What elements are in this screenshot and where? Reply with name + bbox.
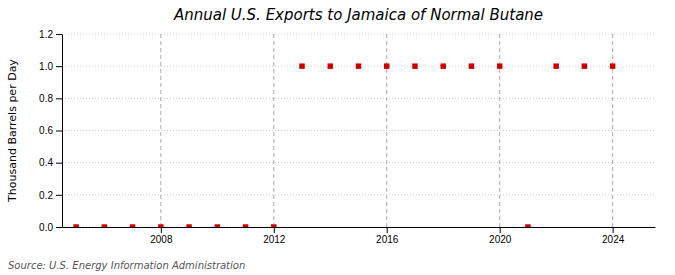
chart-container: 2008 2012 2016 2020 2024 0.0 0.2 0.4 0.6 0.8 1.0 1.… — [0, 0, 675, 275]
point — [186, 224, 191, 227]
x-grid-line — [612, 34, 613, 227]
y-grid-line — [62, 98, 655, 99]
y-axis-line — [62, 35, 63, 228]
source-note: Source: U.S. Energy Information Administ… — [8, 260, 245, 271]
y-axis-label: Thousand Barrels per Day — [6, 59, 19, 203]
x-grid-line — [160, 34, 161, 227]
x-axis-line — [63, 227, 656, 228]
point — [610, 63, 615, 68]
point — [553, 63, 558, 68]
y-tick-mark — [56, 163, 62, 164]
y-tick: 0.0 — [39, 222, 62, 233]
y-grid-line — [62, 34, 655, 35]
y-tick-label: 0.0 — [39, 222, 53, 233]
y-tick: 0.6 — [39, 125, 62, 136]
x-tick-label: 2024 — [602, 234, 625, 245]
point — [582, 63, 587, 68]
x-tick-mark — [387, 227, 388, 233]
x-tick: 2008 — [150, 227, 173, 245]
x-tick-mark — [161, 227, 162, 233]
point — [130, 224, 135, 227]
point — [328, 63, 333, 68]
point — [412, 63, 417, 68]
point — [497, 63, 502, 68]
y-tick-label: 0.2 — [39, 190, 53, 201]
point — [102, 224, 107, 227]
y-tick: 1.0 — [39, 61, 62, 72]
plot-area: 2008 2012 2016 2020 2024 0.0 0.2 0.4 0.6 0.8 1.0 1.… — [39, 29, 655, 245]
x-tick: 2016 — [376, 227, 399, 245]
x-tick-mark — [274, 227, 275, 233]
x-tick: 2020 — [489, 227, 512, 245]
x-tick-mark — [613, 227, 614, 233]
y-grid-line — [62, 162, 655, 163]
y-tick: 0.2 — [39, 190, 62, 201]
point — [525, 224, 530, 227]
x-tick-label: 2016 — [376, 234, 399, 245]
y-grid-line — [62, 227, 655, 228]
grid — [62, 34, 655, 227]
x-tick-label: 2020 — [489, 234, 512, 245]
point — [271, 224, 276, 227]
point — [440, 63, 445, 68]
chart-svg: 2008 2012 2016 2020 2024 0.0 0.2 0.4 0.6 0.8 1.0 1.… — [0, 0, 675, 275]
x-tick-mark — [500, 227, 501, 233]
y-tick-mark — [56, 66, 62, 67]
x-grid-line — [273, 34, 274, 227]
y-axis: 0.0 0.2 0.4 0.6 0.8 1.0 1.2 — [39, 29, 62, 233]
y-tick: 0.8 — [39, 93, 62, 104]
y-tick-mark — [56, 98, 62, 99]
point — [356, 63, 361, 68]
title: Annual U.S. Exports to Jamaica of Normal… — [173, 6, 543, 24]
y-grid-line — [62, 130, 655, 131]
y-tick-mark — [56, 131, 62, 132]
y-tick: 0.4 — [39, 157, 62, 168]
point — [299, 63, 304, 68]
x-tick-label: 2008 — [150, 234, 173, 245]
point — [243, 224, 248, 227]
point — [158, 224, 163, 227]
y-tick-label: 0.6 — [39, 125, 53, 136]
y-tick-mark — [56, 227, 62, 228]
y-tick-mark — [56, 195, 62, 196]
y-tick-label: 0.4 — [39, 157, 53, 168]
point — [73, 224, 78, 227]
points — [73, 63, 615, 227]
x-tick: 2024 — [602, 227, 625, 245]
y-tick-label: 1.0 — [39, 61, 53, 72]
y-tick-label: 0.8 — [39, 93, 53, 104]
x-grid-line — [386, 34, 387, 227]
x-tick: 2012 — [263, 227, 286, 245]
y-grid-line — [62, 194, 655, 195]
point — [469, 63, 474, 68]
x-grid-line — [499, 34, 500, 227]
point — [384, 63, 389, 68]
x-tick-label: 2012 — [263, 234, 286, 245]
point — [215, 224, 220, 227]
y-tick-mark — [56, 34, 62, 35]
y-tick-label: 1.2 — [39, 29, 53, 40]
x-axis: 2008 2012 2016 2020 2024 — [63, 227, 656, 245]
y-tick: 1.2 — [39, 29, 62, 40]
